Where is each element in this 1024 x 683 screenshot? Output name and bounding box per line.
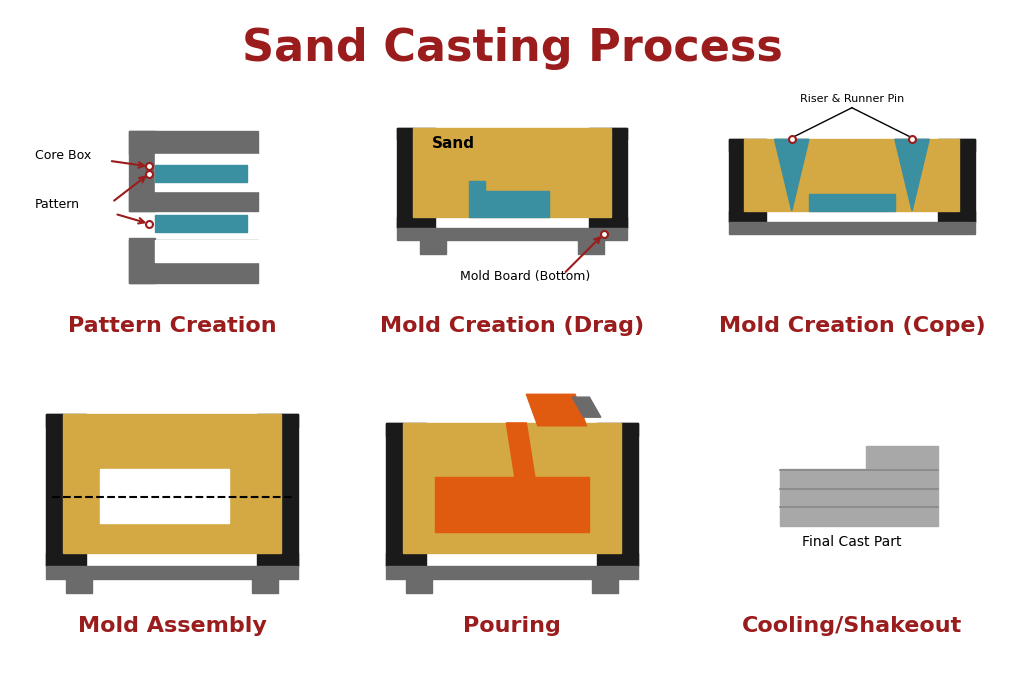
FancyBboxPatch shape — [386, 553, 426, 566]
Text: Pattern Creation: Pattern Creation — [68, 316, 276, 335]
FancyBboxPatch shape — [397, 228, 627, 240]
Polygon shape — [895, 139, 929, 211]
FancyBboxPatch shape — [729, 139, 766, 151]
FancyBboxPatch shape — [809, 194, 895, 211]
FancyBboxPatch shape — [420, 238, 446, 254]
FancyBboxPatch shape — [129, 261, 258, 283]
Polygon shape — [572, 397, 601, 417]
FancyBboxPatch shape — [621, 423, 638, 566]
FancyBboxPatch shape — [744, 139, 959, 211]
FancyBboxPatch shape — [413, 128, 611, 217]
FancyBboxPatch shape — [386, 423, 426, 436]
FancyBboxPatch shape — [959, 139, 975, 223]
Text: Pouring: Pouring — [463, 616, 561, 637]
FancyBboxPatch shape — [866, 446, 938, 469]
FancyBboxPatch shape — [590, 217, 627, 228]
Text: Cooling/Shakeout: Cooling/Shakeout — [741, 616, 962, 637]
FancyBboxPatch shape — [46, 566, 298, 579]
FancyBboxPatch shape — [590, 128, 627, 139]
FancyBboxPatch shape — [386, 423, 403, 566]
FancyBboxPatch shape — [155, 154, 261, 191]
FancyBboxPatch shape — [397, 128, 413, 228]
Text: Pattern: Pattern — [35, 198, 80, 211]
FancyBboxPatch shape — [406, 578, 432, 594]
FancyBboxPatch shape — [611, 128, 627, 228]
FancyBboxPatch shape — [46, 415, 86, 428]
FancyBboxPatch shape — [281, 415, 298, 566]
Polygon shape — [526, 394, 587, 426]
FancyBboxPatch shape — [129, 191, 258, 211]
FancyBboxPatch shape — [578, 238, 604, 254]
Text: Sand: Sand — [432, 136, 475, 151]
FancyBboxPatch shape — [100, 469, 229, 523]
Text: Riser & Runner Pin: Riser & Runner Pin — [800, 94, 904, 104]
FancyBboxPatch shape — [780, 469, 938, 526]
FancyBboxPatch shape — [67, 578, 92, 594]
FancyBboxPatch shape — [129, 240, 258, 261]
FancyBboxPatch shape — [592, 578, 618, 594]
FancyBboxPatch shape — [938, 139, 975, 151]
Text: Mold Creation (Cope): Mold Creation (Cope) — [719, 316, 985, 335]
FancyBboxPatch shape — [46, 415, 63, 566]
FancyBboxPatch shape — [469, 191, 549, 217]
FancyBboxPatch shape — [397, 128, 434, 139]
FancyBboxPatch shape — [252, 578, 279, 594]
FancyBboxPatch shape — [386, 566, 638, 579]
FancyBboxPatch shape — [257, 553, 298, 566]
Polygon shape — [506, 423, 535, 477]
FancyBboxPatch shape — [729, 223, 975, 234]
Text: Sand Casting Process: Sand Casting Process — [242, 27, 782, 70]
Text: Mold Creation (Drag): Mold Creation (Drag) — [380, 316, 644, 335]
FancyBboxPatch shape — [46, 553, 86, 566]
FancyBboxPatch shape — [469, 181, 484, 191]
Text: Mold Assembly: Mold Assembly — [78, 616, 266, 637]
FancyBboxPatch shape — [403, 423, 621, 553]
FancyBboxPatch shape — [729, 139, 744, 223]
Text: Mold Board (Bottom): Mold Board (Bottom) — [461, 270, 591, 283]
FancyBboxPatch shape — [129, 130, 155, 211]
FancyBboxPatch shape — [434, 477, 590, 532]
FancyBboxPatch shape — [597, 423, 638, 436]
Polygon shape — [774, 139, 809, 211]
FancyBboxPatch shape — [597, 553, 638, 566]
FancyBboxPatch shape — [729, 211, 766, 223]
FancyBboxPatch shape — [938, 211, 975, 223]
FancyBboxPatch shape — [155, 215, 247, 232]
FancyBboxPatch shape — [397, 217, 434, 228]
FancyBboxPatch shape — [129, 130, 258, 154]
FancyBboxPatch shape — [155, 165, 247, 182]
FancyBboxPatch shape — [257, 415, 298, 428]
FancyBboxPatch shape — [155, 240, 261, 262]
FancyBboxPatch shape — [63, 415, 281, 553]
FancyBboxPatch shape — [129, 238, 155, 283]
Text: Final Cast Part: Final Cast Part — [802, 535, 902, 549]
Text: Core Box: Core Box — [35, 150, 91, 163]
